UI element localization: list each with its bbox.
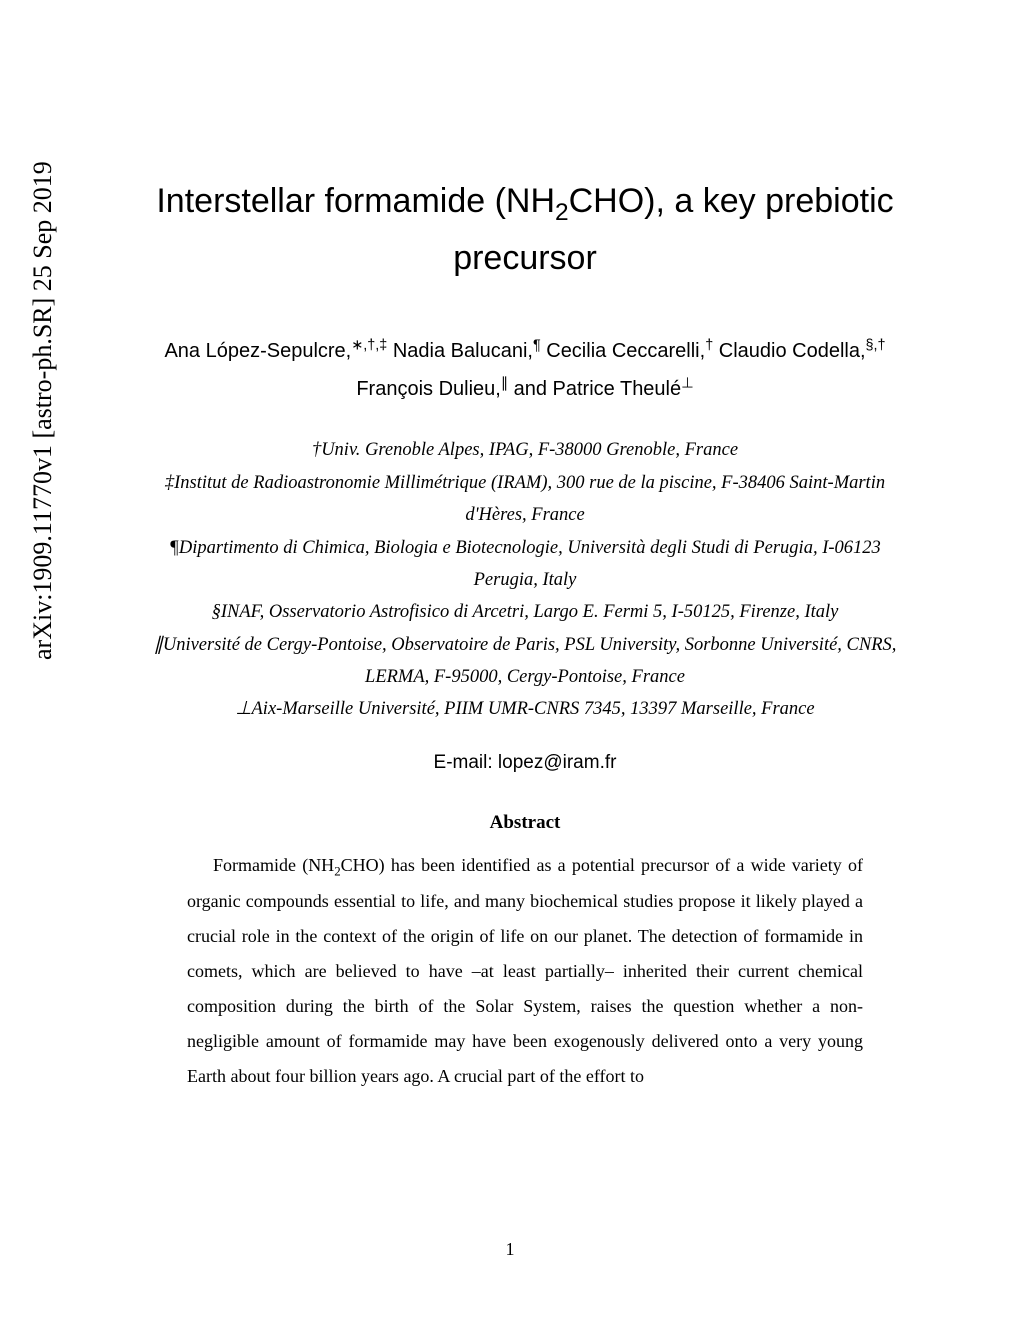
email-value: lopez@iram.fr <box>498 752 617 773</box>
arxiv-banner: arXiv:1909.11770v1 [astro-ph.SR] 25 Sep … <box>28 161 58 660</box>
paper-content: Interstellar formamide (NH2CHO), a key p… <box>145 175 905 1094</box>
affiliation: §INAF, Osservatorio Astrofisico di Arcet… <box>145 596 905 628</box>
abstract-body: Formamide (NH2CHO) has been identified a… <box>145 848 905 1094</box>
affiliation: ‡Institut de Radioastronomie Millimétriq… <box>145 467 905 532</box>
email-label: E-mail: <box>434 752 498 773</box>
abstract-heading: Abstract <box>145 812 905 834</box>
affiliations-block: †Univ. Grenoble Alpes, IPAG, F-38000 Gre… <box>145 434 905 725</box>
paper-title: Interstellar formamide (NH2CHO), a key p… <box>145 175 905 284</box>
affiliation: ⊥Aix-Marseille Université, PIIM UMR-CNRS… <box>145 693 905 725</box>
authors-line: Ana López-Sepulcre,∗,†,‡ Nadia Balucani,… <box>145 332 905 408</box>
affiliation: ∥Université de Cergy-Pontoise, Observato… <box>145 629 905 694</box>
affiliation: ¶Dipartimento di Chimica, Biologia e Bio… <box>145 532 905 597</box>
affiliation: †Univ. Grenoble Alpes, IPAG, F-38000 Gre… <box>145 434 905 466</box>
email-line: E-mail: lopez@iram.fr <box>145 752 905 774</box>
page-number: 1 <box>0 1239 1020 1260</box>
